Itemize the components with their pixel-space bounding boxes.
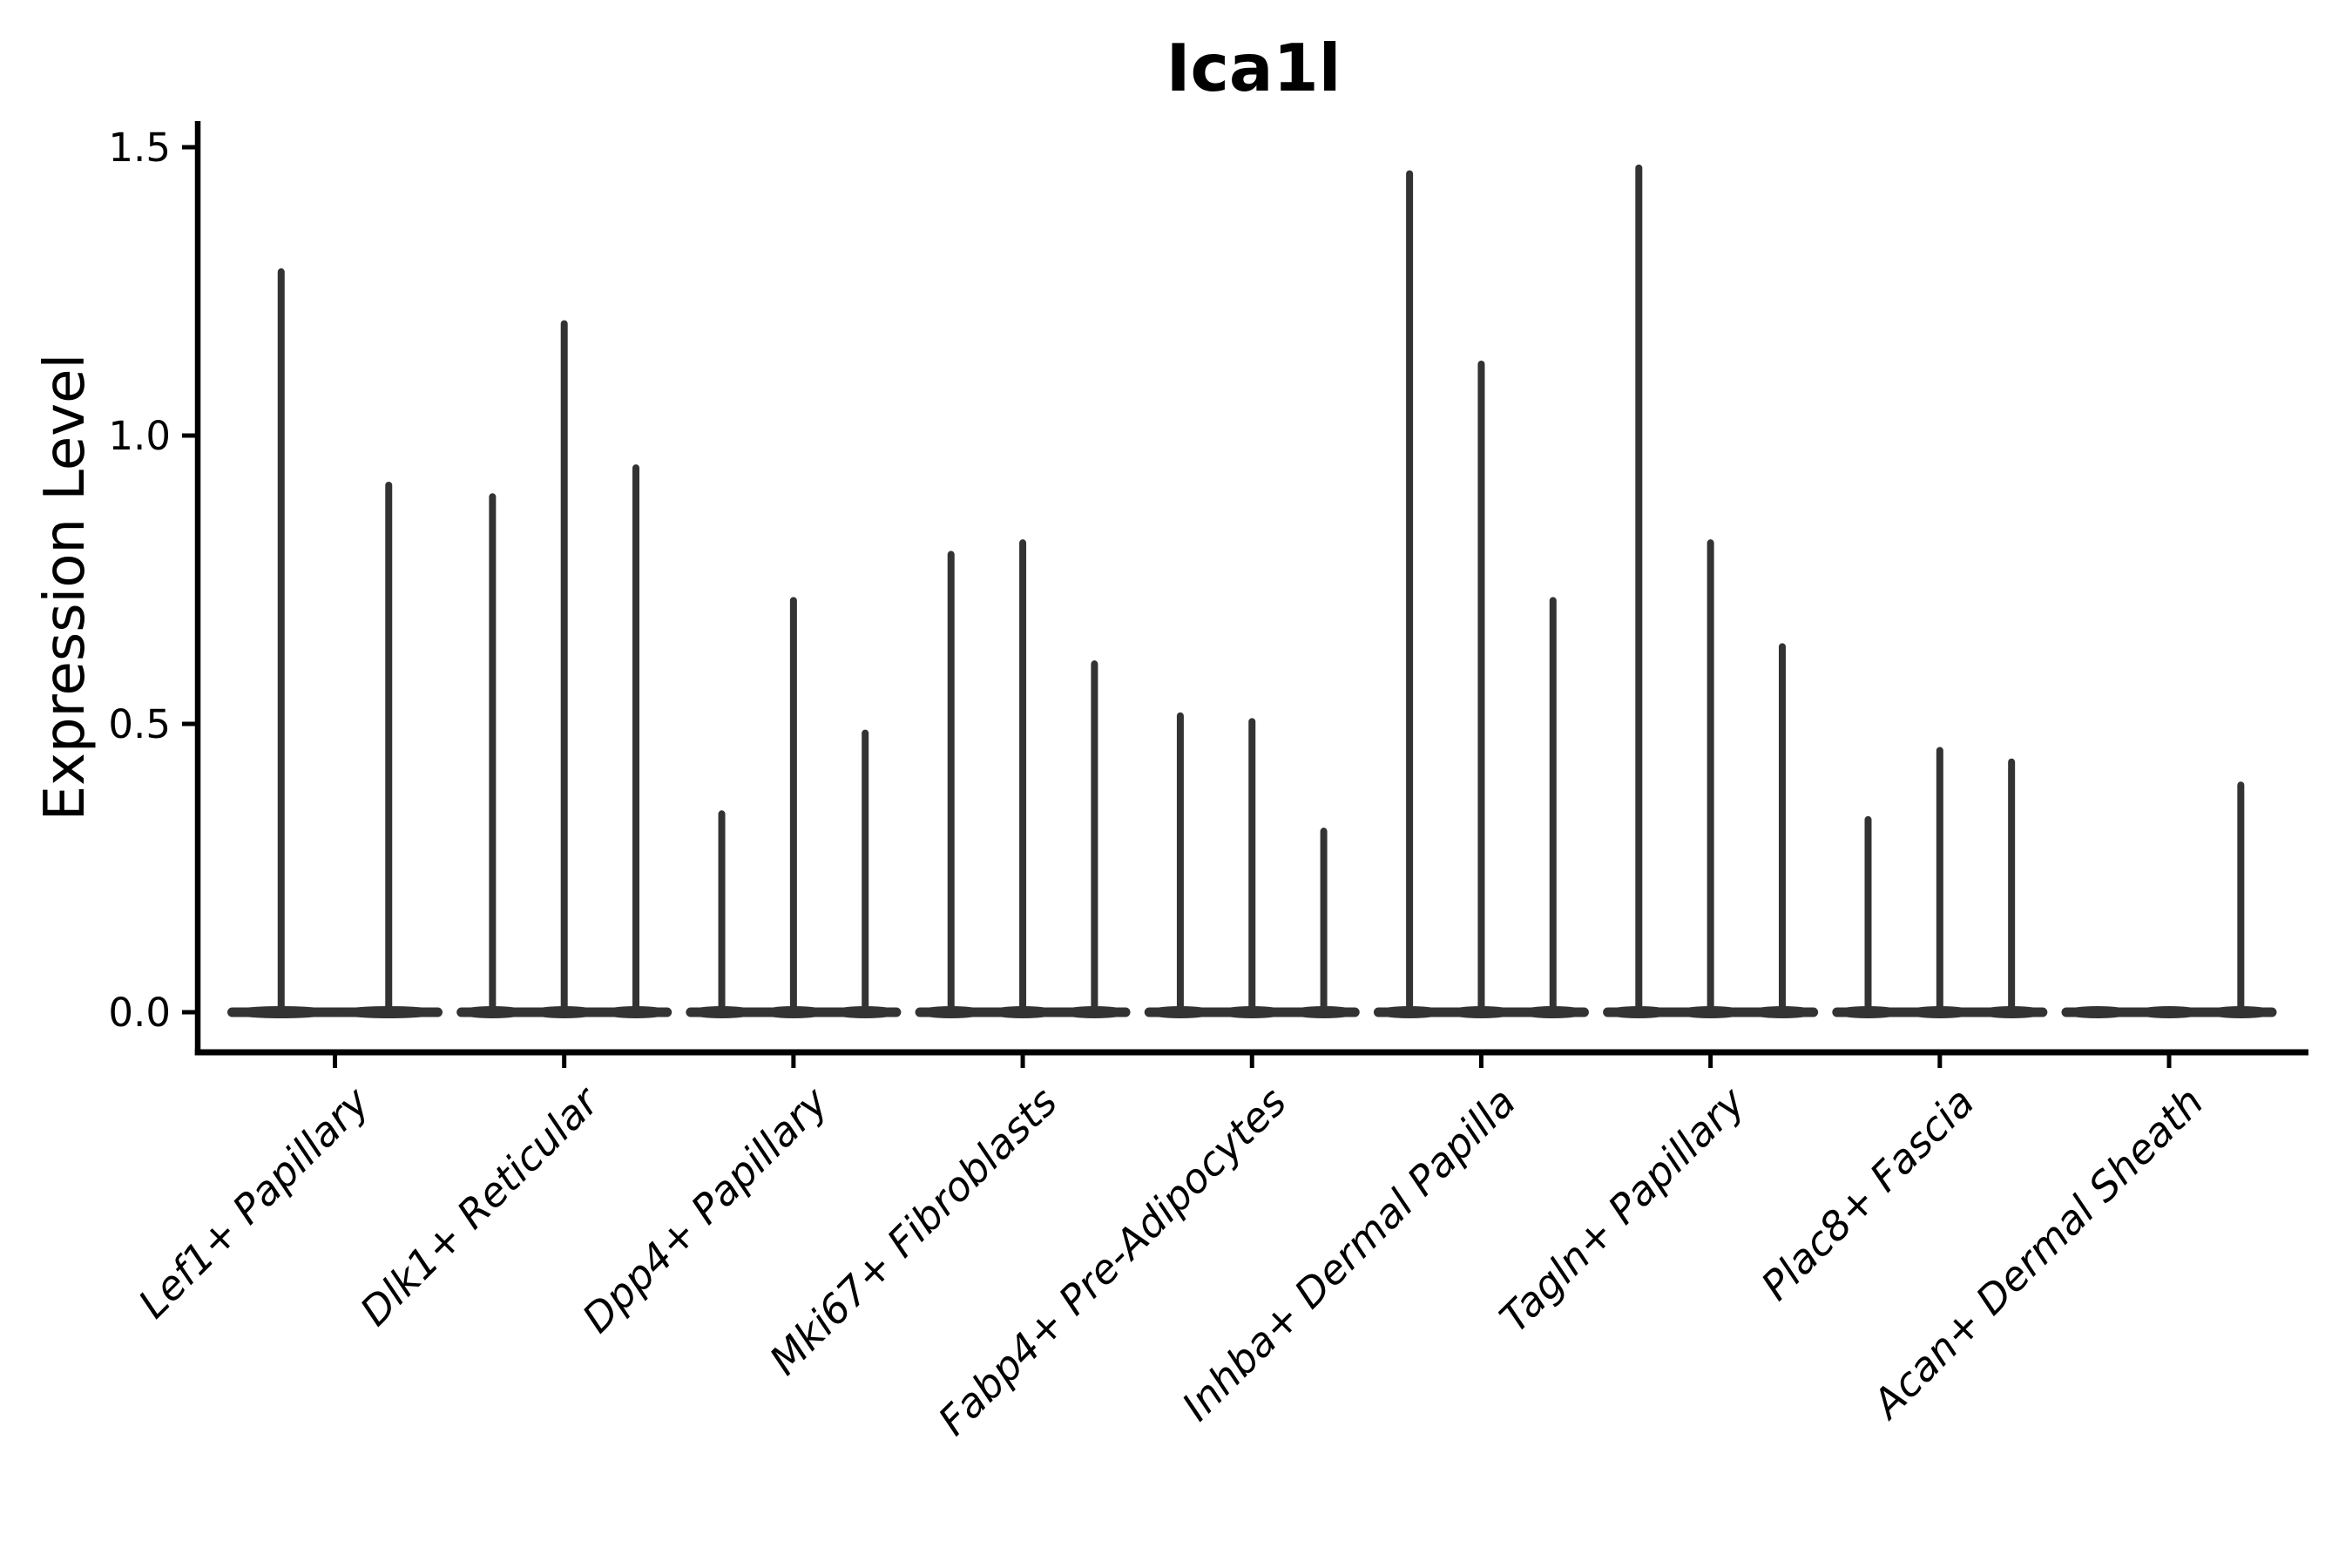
- x-tick-label: Dlk1+ Reticular: [351, 1076, 610, 1335]
- y-tick-label: 0.5: [108, 701, 171, 747]
- y-tick-label: 1.5: [108, 125, 171, 171]
- y-tick-label: 1.0: [108, 413, 171, 459]
- x-tick-label: Plac8+ Fascia: [1752, 1078, 1983, 1309]
- x-tick-label: Lef1+ Papillary: [129, 1078, 378, 1327]
- x-tick-label: Dpp4+ Papillary: [573, 1078, 837, 1342]
- chart-title: Ica1l: [1166, 30, 1342, 106]
- y-axis-label: Expression Level: [33, 354, 98, 821]
- x-tick-label: Tagln+ Papillary: [1490, 1078, 1754, 1342]
- violin-base-bulge: [2063, 1006, 2132, 1018]
- violin-base-bulge: [2134, 1006, 2204, 1018]
- y-tick-label: 0.0: [108, 990, 171, 1036]
